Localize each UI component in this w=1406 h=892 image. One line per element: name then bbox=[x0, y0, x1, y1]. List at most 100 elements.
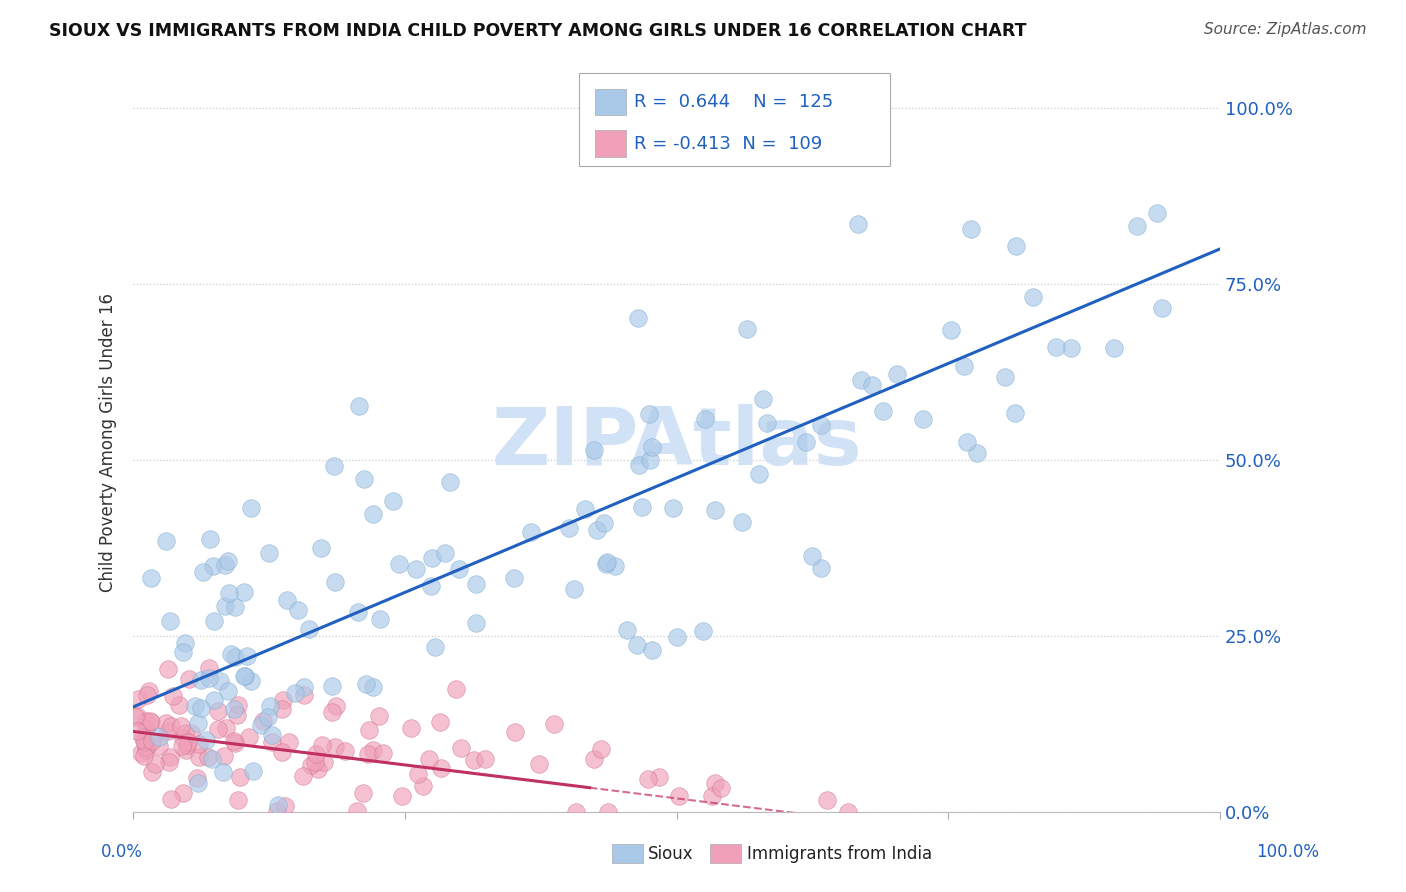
Point bbox=[347, 605, 370, 619]
Point bbox=[756, 416, 779, 430]
Point bbox=[872, 404, 894, 418]
Point bbox=[156, 723, 179, 738]
Point bbox=[449, 562, 471, 576]
Point bbox=[592, 516, 614, 530]
Point bbox=[668, 789, 690, 803]
Point bbox=[956, 435, 979, 450]
Point bbox=[271, 693, 294, 707]
Point bbox=[322, 458, 344, 473]
Point bbox=[1005, 239, 1028, 253]
Point bbox=[160, 718, 183, 732]
Point bbox=[259, 698, 281, 713]
Point bbox=[217, 684, 239, 698]
Point bbox=[605, 558, 627, 573]
Point bbox=[188, 737, 211, 751]
Point bbox=[960, 222, 983, 236]
Point bbox=[710, 780, 733, 795]
Point bbox=[627, 310, 650, 325]
Point bbox=[135, 743, 157, 757]
Point bbox=[381, 493, 404, 508]
Point bbox=[648, 770, 671, 784]
Point bbox=[159, 614, 181, 628]
Point bbox=[188, 750, 211, 764]
Point bbox=[321, 679, 343, 693]
Point bbox=[357, 747, 380, 761]
Point bbox=[849, 373, 872, 387]
Point bbox=[429, 715, 451, 730]
Point bbox=[953, 359, 976, 374]
Point bbox=[225, 707, 247, 722]
Point bbox=[292, 769, 315, 783]
Point bbox=[179, 672, 201, 686]
Point bbox=[1060, 341, 1083, 355]
Point bbox=[232, 585, 254, 599]
Point bbox=[502, 571, 524, 585]
Point bbox=[127, 691, 149, 706]
Text: R =  0.644    N =  125: R = 0.644 N = 125 bbox=[634, 93, 834, 111]
Point bbox=[692, 624, 714, 638]
Point bbox=[423, 640, 446, 654]
Point bbox=[136, 688, 159, 702]
Point bbox=[276, 593, 298, 607]
Point bbox=[190, 673, 212, 687]
Point bbox=[148, 739, 170, 753]
Point bbox=[198, 533, 221, 547]
Point bbox=[748, 467, 770, 482]
Point bbox=[361, 507, 384, 521]
Point bbox=[257, 546, 280, 560]
Point bbox=[361, 680, 384, 694]
Point bbox=[125, 709, 148, 723]
Point bbox=[582, 752, 605, 766]
Point bbox=[125, 723, 148, 738]
Point bbox=[271, 702, 294, 716]
Point bbox=[1102, 341, 1125, 355]
Point bbox=[239, 673, 262, 688]
Point bbox=[886, 367, 908, 381]
Point bbox=[190, 701, 212, 715]
Point bbox=[212, 749, 235, 764]
Point bbox=[174, 636, 197, 650]
Point bbox=[595, 558, 617, 572]
Point bbox=[214, 599, 236, 614]
Point bbox=[172, 786, 194, 800]
Point bbox=[596, 555, 619, 569]
Text: ZIPAtlas: ZIPAtlas bbox=[491, 404, 862, 482]
Point bbox=[446, 681, 468, 696]
Point bbox=[198, 660, 221, 674]
Point bbox=[994, 370, 1017, 384]
Point bbox=[311, 738, 333, 752]
Point bbox=[543, 717, 565, 731]
Point bbox=[284, 686, 307, 700]
Point bbox=[260, 734, 283, 748]
Point bbox=[474, 752, 496, 766]
Point bbox=[141, 714, 163, 729]
Point bbox=[465, 577, 488, 591]
Point bbox=[177, 735, 200, 749]
Point bbox=[616, 624, 638, 638]
Point bbox=[735, 322, 758, 336]
Point bbox=[201, 752, 224, 766]
Point bbox=[301, 758, 323, 772]
Point bbox=[373, 746, 395, 760]
Point bbox=[148, 730, 170, 744]
Point bbox=[640, 453, 662, 467]
Point bbox=[529, 756, 551, 771]
Point bbox=[138, 684, 160, 698]
Point bbox=[135, 739, 157, 754]
Point bbox=[292, 680, 315, 694]
Point bbox=[391, 789, 413, 803]
Point bbox=[323, 740, 346, 755]
Point bbox=[132, 734, 155, 748]
Point bbox=[574, 502, 596, 516]
Point bbox=[186, 771, 208, 785]
Point bbox=[134, 735, 156, 749]
Point bbox=[162, 689, 184, 703]
Text: SIOUX VS IMMIGRANTS FROM INDIA CHILD POVERTY AMONG GIRLS UNDER 16 CORRELATION CH: SIOUX VS IMMIGRANTS FROM INDIA CHILD POV… bbox=[49, 22, 1026, 40]
Point bbox=[463, 754, 485, 768]
Point bbox=[752, 392, 775, 407]
Point bbox=[250, 718, 273, 732]
Point bbox=[229, 771, 252, 785]
Point bbox=[202, 614, 225, 628]
Point bbox=[596, 805, 619, 820]
Point bbox=[352, 787, 374, 801]
